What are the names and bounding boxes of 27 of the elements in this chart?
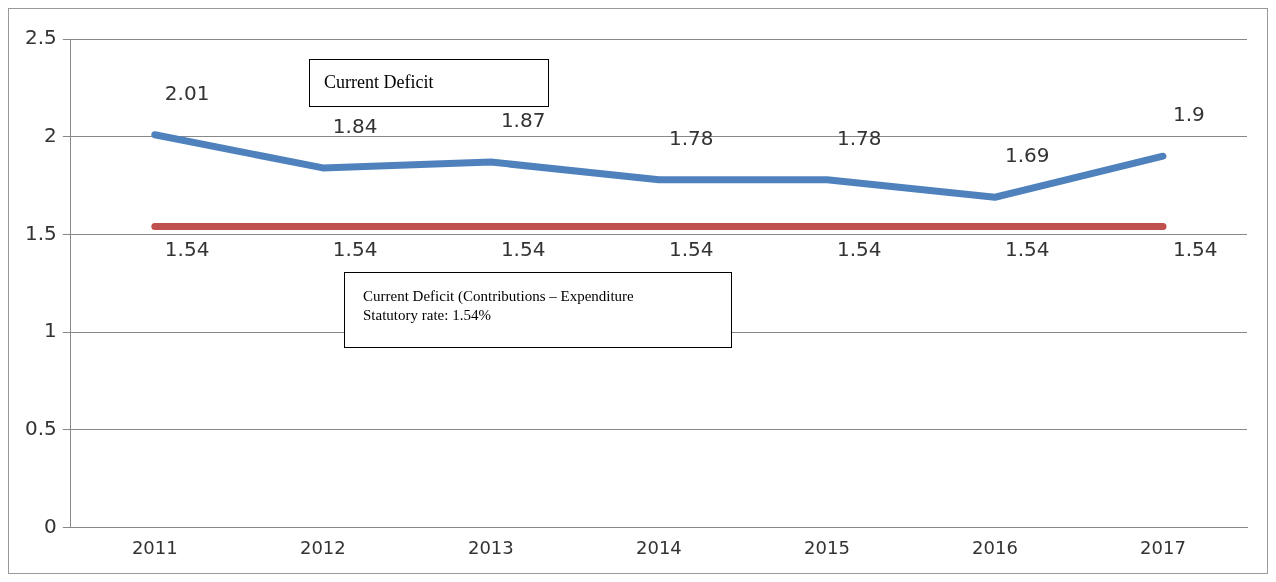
data-label: 1.54 [1004,236,1050,261]
data-label: 1.54 [332,236,378,261]
y-tick-label: 0 [44,513,57,538]
x-tick-label: 2013 [467,536,514,558]
data-label: 1.69 [1004,143,1050,168]
data-label: 2.01 [164,80,210,105]
y-tick-label: 2 [44,122,57,147]
x-tick-label: 2017 [1140,536,1186,558]
x-tick-label: 2014 [636,536,682,558]
data-label: 1.54 [1172,236,1218,261]
data-label: 1.84 [332,114,378,139]
y-tick-label: 1 [44,318,57,343]
x-tick-label: 2011 [131,536,178,558]
note-box: Current Deficit [309,59,549,107]
data-label: 1.54 [164,236,210,261]
x-tick-label: 2016 [972,536,1018,558]
y-tick-label: 2.5 [24,25,57,50]
data-label: 1.54 [668,236,714,261]
x-tick-label: 2012 [299,536,346,558]
y-tick-label: 0.5 [24,415,57,440]
data-label: 1.54 [836,236,882,261]
data-label: 1.9 [1172,102,1205,127]
x-tick-label: 2015 [804,536,850,558]
data-label: 1.87 [500,108,546,133]
data-label: 1.54 [500,236,546,261]
y-tick-label: 1.5 [24,220,57,245]
note-box: Current Deficit (Contributions – Expenditure Statutory rate: 1.54% [344,272,732,348]
